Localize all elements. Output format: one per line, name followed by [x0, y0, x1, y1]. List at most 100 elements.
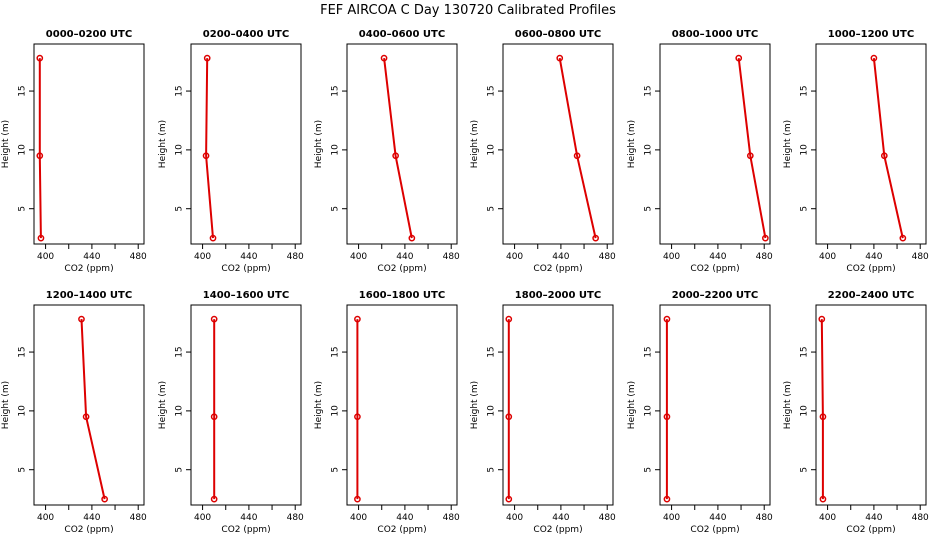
y-tick-label: 10: [331, 405, 341, 417]
x-tick-label: 400: [506, 513, 523, 523]
y-tick-label: 10: [644, 405, 654, 417]
x-tick-label: 440: [83, 513, 100, 523]
y-axis-label: Height (m): [314, 120, 324, 168]
y-axis-label: Height (m): [1, 381, 11, 429]
panel-7: 1200–1400 UTC 400 440 480 5 10 15 CO2 (ppm) Heig…: [1, 290, 147, 535]
plot-frame: [659, 304, 771, 506]
x-tick-label: 400: [663, 513, 680, 523]
x-tick-label: 480: [287, 252, 304, 262]
data-point: [899, 234, 907, 242]
plot-frame: [33, 43, 145, 245]
x-tick-label: 440: [552, 513, 569, 523]
panel-1: 0000–0200 UTC 400 440 480 5 10 15 CO2 (ppm) Heig…: [1, 29, 147, 274]
data-point: [556, 54, 564, 62]
x-tick-label: 440: [709, 252, 726, 262]
data-point: [505, 315, 513, 323]
panel-8: 1400–1600 UTC 400 440 480 5 10 15 CO2 (ppm) Heig…: [158, 290, 304, 535]
x-tick-label: 400: [506, 252, 523, 262]
y-tick-label: 10: [487, 144, 497, 156]
x-tick-label: 480: [130, 252, 147, 262]
y-axis-label: Height (m): [627, 381, 637, 429]
x-axis-label: CO2 (ppm): [690, 525, 739, 535]
panel-5: 0800–1000 UTC 400 440 480 5 10 15 CO2 (ppm) Heig…: [627, 29, 773, 274]
x-tick-label: 480: [287, 513, 304, 523]
data-point: [210, 413, 218, 421]
y-tick-label: 15: [175, 85, 185, 96]
x-tick-label: 480: [599, 252, 616, 262]
data-point: [880, 152, 888, 160]
y-tick-label: 15: [644, 85, 654, 96]
x-tick-label: 400: [663, 252, 680, 262]
x-tick-label: 440: [865, 513, 882, 523]
x-axis-label: CO2 (ppm): [64, 525, 113, 535]
y-axis-label: Height (m): [783, 381, 793, 429]
profile-line: [872, 57, 904, 239]
data-point: [82, 413, 90, 421]
data-point: [505, 413, 513, 421]
profile-line: [558, 57, 597, 239]
plot-frame: [346, 304, 458, 506]
plot-frame: [190, 43, 302, 245]
y-axis-label: Height (m): [470, 381, 480, 429]
y-axis-label: Height (m): [470, 120, 480, 168]
y-tick-label: 10: [18, 405, 28, 417]
x-tick-label: 440: [396, 513, 413, 523]
y-axis-label: Height (m): [158, 120, 168, 168]
x-tick-label: 440: [709, 513, 726, 523]
plot-frame: [346, 43, 458, 245]
x-tick-label: 440: [396, 252, 413, 262]
x-tick-label: 400: [37, 513, 54, 523]
y-axis-label: Height (m): [1, 120, 11, 168]
data-point: [819, 495, 827, 503]
y-tick-label: 5: [18, 206, 28, 212]
panel-title: 0200–0400 UTC: [203, 29, 289, 40]
y-axis-label: Height (m): [314, 381, 324, 429]
x-tick-label: 400: [350, 513, 367, 523]
data-point: [663, 495, 671, 503]
y-tick-label: 5: [331, 206, 341, 212]
x-tick-label: 480: [912, 252, 929, 262]
data-point: [818, 315, 826, 323]
profile-line: [737, 57, 767, 239]
data-point: [592, 234, 599, 242]
plot-frame: [502, 304, 614, 506]
y-tick-label: 5: [487, 467, 497, 473]
plot-frame: [502, 43, 614, 245]
panel-11: 2000–2200 UTC 400 440 480 5 10 15 CO2 (ppm) Heig…: [627, 290, 773, 535]
plot-frame: [190, 304, 302, 506]
y-tick-label: 10: [175, 144, 185, 156]
panel-12: 2200–2400 UTC 400 440 480 5 10 15 CO2 (ppm) Heig…: [783, 290, 929, 535]
x-axis-label: CO2 (ppm): [533, 525, 582, 535]
x-tick-label: 480: [912, 513, 929, 523]
data-point: [663, 315, 671, 323]
x-tick-label: 440: [240, 252, 257, 262]
panel-10: 1800–2000 UTC 400 440 480 5 10 15 CO2 (ppm) Heig…: [470, 290, 616, 535]
data-point: [819, 413, 827, 421]
data-point: [505, 495, 513, 503]
x-tick-label: 480: [443, 513, 460, 523]
y-tick-label: 5: [331, 467, 341, 473]
y-tick-label: 5: [175, 206, 185, 212]
plot-frame: [815, 43, 927, 245]
plot-frame: [815, 304, 927, 506]
panel-2: 0200–0400 UTC 400 440 480 5 10 15 CO2 (ppm) Heig…: [158, 29, 304, 274]
y-tick-label: 5: [800, 206, 810, 212]
y-tick-label: 15: [487, 85, 497, 96]
y-tick-label: 15: [800, 346, 810, 357]
panel-6: 1000–1200 UTC 400 440 480 5 10 15 CO2 (ppm) Heig…: [783, 29, 929, 274]
y-tick-label: 5: [175, 467, 185, 473]
profile-line: [38, 58, 42, 239]
x-axis-label: CO2 (ppm): [221, 525, 270, 535]
panel-4: 0600–0800 UTC 400 440 480 5 10 15 CO2 (ppm) Heig…: [470, 29, 616, 274]
panel-title: 0400–0600 UTC: [359, 29, 445, 40]
panel-title: 1400–1600 UTC: [203, 290, 289, 301]
panel-title: 0800–1000 UTC: [672, 29, 758, 40]
data-point: [36, 152, 44, 160]
x-tick-label: 480: [599, 513, 616, 523]
x-tick-label: 440: [552, 252, 569, 262]
panel-title: 0600–0800 UTC: [515, 29, 601, 40]
data-point: [354, 413, 361, 421]
plot-frame: [33, 304, 145, 506]
data-point: [746, 152, 754, 160]
x-axis-label: CO2 (ppm): [690, 264, 739, 274]
